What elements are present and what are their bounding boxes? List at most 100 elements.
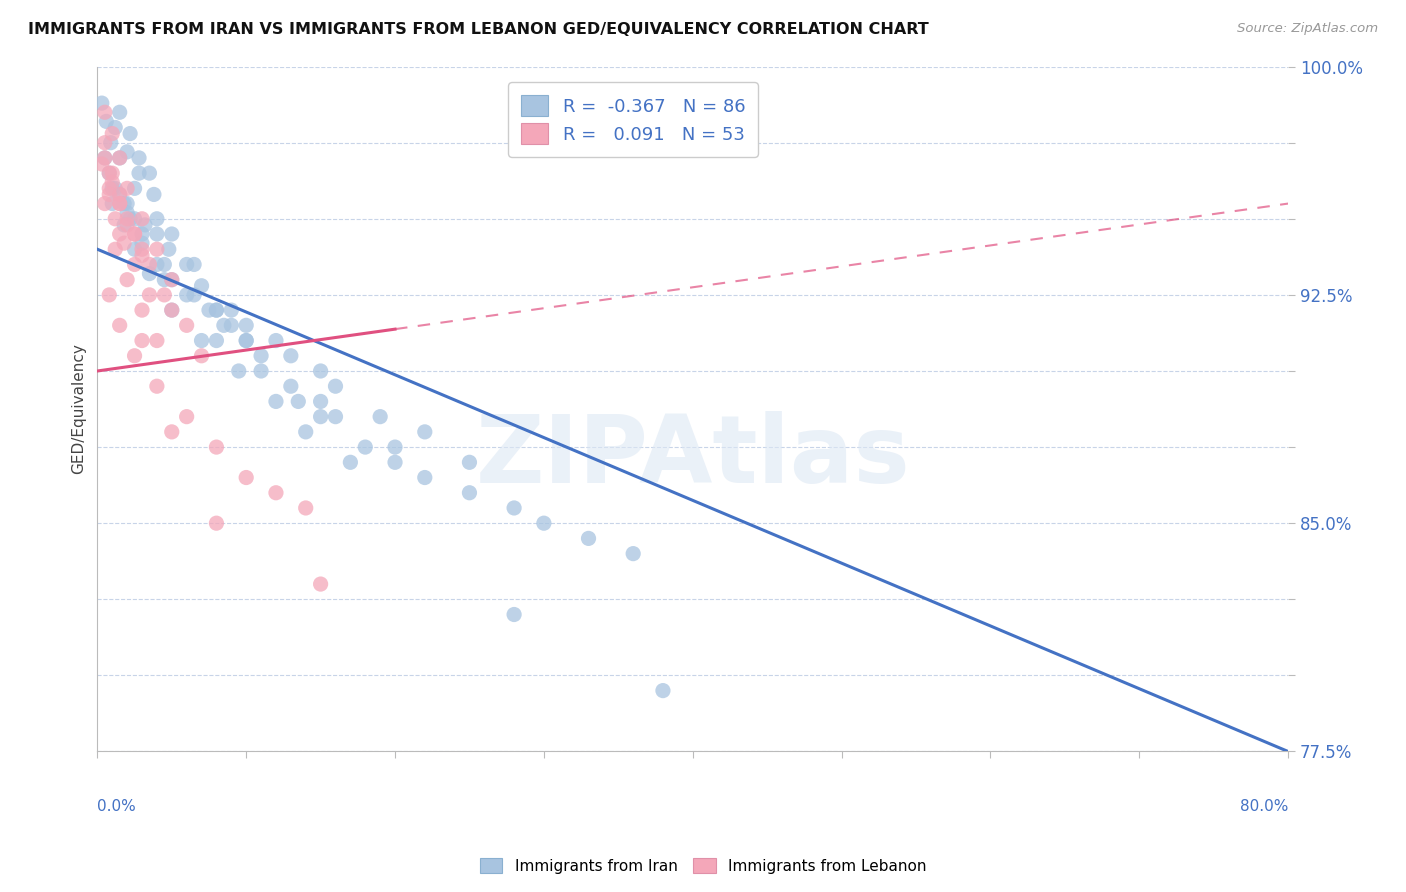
Point [146, 242, 169, 256]
Point [115, 205, 138, 219]
Point [115, 181, 138, 195]
Point [112, 218, 135, 232]
Point [115, 211, 138, 226]
Point [115, 273, 138, 287]
Point [904, 805, 927, 820]
Point [205, 303, 228, 318]
Point [309, 364, 332, 378]
Point [131, 303, 153, 318]
Point [131, 236, 153, 251]
Point [309, 409, 332, 424]
Point [101, 196, 124, 211]
Point [235, 334, 257, 348]
Point [176, 409, 198, 424]
Point [108, 151, 131, 165]
Text: IMMIGRANTS FROM IRAN VS IMMIGRANTS FROM LEBANON GED/EQUIVALENCY CORRELATION CHAR: IMMIGRANTS FROM IRAN VS IMMIGRANTS FROM … [28, 22, 929, 37]
Point [205, 303, 228, 318]
Point [250, 364, 273, 378]
Point [108, 196, 131, 211]
Point [131, 334, 153, 348]
Point [458, 455, 481, 469]
Point [94, 136, 117, 150]
Point [124, 227, 146, 241]
Point [621, 547, 644, 561]
Point [124, 181, 146, 195]
Point [235, 334, 257, 348]
Point [264, 485, 287, 500]
Legend: Immigrants from Iran, Immigrants from Lebanon: Immigrants from Iran, Immigrants from Le… [474, 852, 932, 880]
Point [108, 196, 131, 211]
Point [134, 218, 156, 232]
Text: Source: ZipAtlas.com: Source: ZipAtlas.com [1237, 22, 1378, 36]
Point [112, 236, 135, 251]
Point [124, 242, 146, 256]
Point [153, 288, 176, 302]
Point [160, 303, 183, 318]
Point [235, 318, 257, 333]
Point [146, 227, 169, 241]
Point [153, 273, 176, 287]
Point [160, 303, 183, 318]
Point [221, 303, 243, 318]
Point [101, 181, 124, 195]
Point [280, 379, 302, 393]
Point [578, 532, 600, 546]
Point [212, 318, 235, 333]
Point [309, 577, 332, 591]
Point [98, 166, 121, 180]
Point [90, 157, 112, 171]
Point [264, 334, 287, 348]
Text: 80.0%: 80.0% [1240, 799, 1288, 814]
Text: ZIPAtlas: ZIPAtlas [475, 411, 910, 503]
Point [124, 211, 146, 226]
Legend: R =  -0.367   N = 86, R =   0.091   N = 53: R = -0.367 N = 86, R = 0.091 N = 53 [509, 82, 758, 157]
Point [94, 151, 117, 165]
Point [128, 166, 150, 180]
Point [503, 500, 526, 515]
Point [228, 364, 250, 378]
Point [190, 278, 212, 293]
Point [153, 257, 176, 271]
Point [325, 409, 347, 424]
Point [264, 394, 287, 409]
Point [124, 349, 146, 363]
Point [90, 96, 112, 111]
Point [384, 440, 406, 454]
Point [108, 105, 131, 120]
Point [190, 349, 212, 363]
Point [138, 257, 160, 271]
Point [124, 257, 146, 271]
Point [368, 409, 391, 424]
Point [108, 318, 131, 333]
Point [160, 227, 183, 241]
Point [112, 196, 135, 211]
Point [131, 248, 153, 262]
Point [104, 120, 127, 135]
Point [104, 211, 127, 226]
Point [100, 136, 122, 150]
Point [183, 288, 205, 302]
Point [124, 227, 146, 241]
Point [325, 379, 347, 393]
Point [108, 187, 131, 202]
Point [96, 114, 118, 128]
Point [198, 303, 221, 318]
Point [146, 257, 169, 271]
Point [413, 425, 436, 439]
Point [131, 242, 153, 256]
Point [287, 394, 309, 409]
Point [120, 211, 142, 226]
Point [339, 455, 361, 469]
Point [104, 242, 127, 256]
Point [131, 211, 153, 226]
Point [131, 227, 153, 241]
Point [280, 349, 302, 363]
Point [176, 288, 198, 302]
Point [221, 318, 243, 333]
Point [120, 127, 142, 141]
Point [309, 394, 332, 409]
Point [235, 470, 257, 484]
Point [138, 166, 160, 180]
Point [146, 211, 169, 226]
Point [115, 196, 138, 211]
